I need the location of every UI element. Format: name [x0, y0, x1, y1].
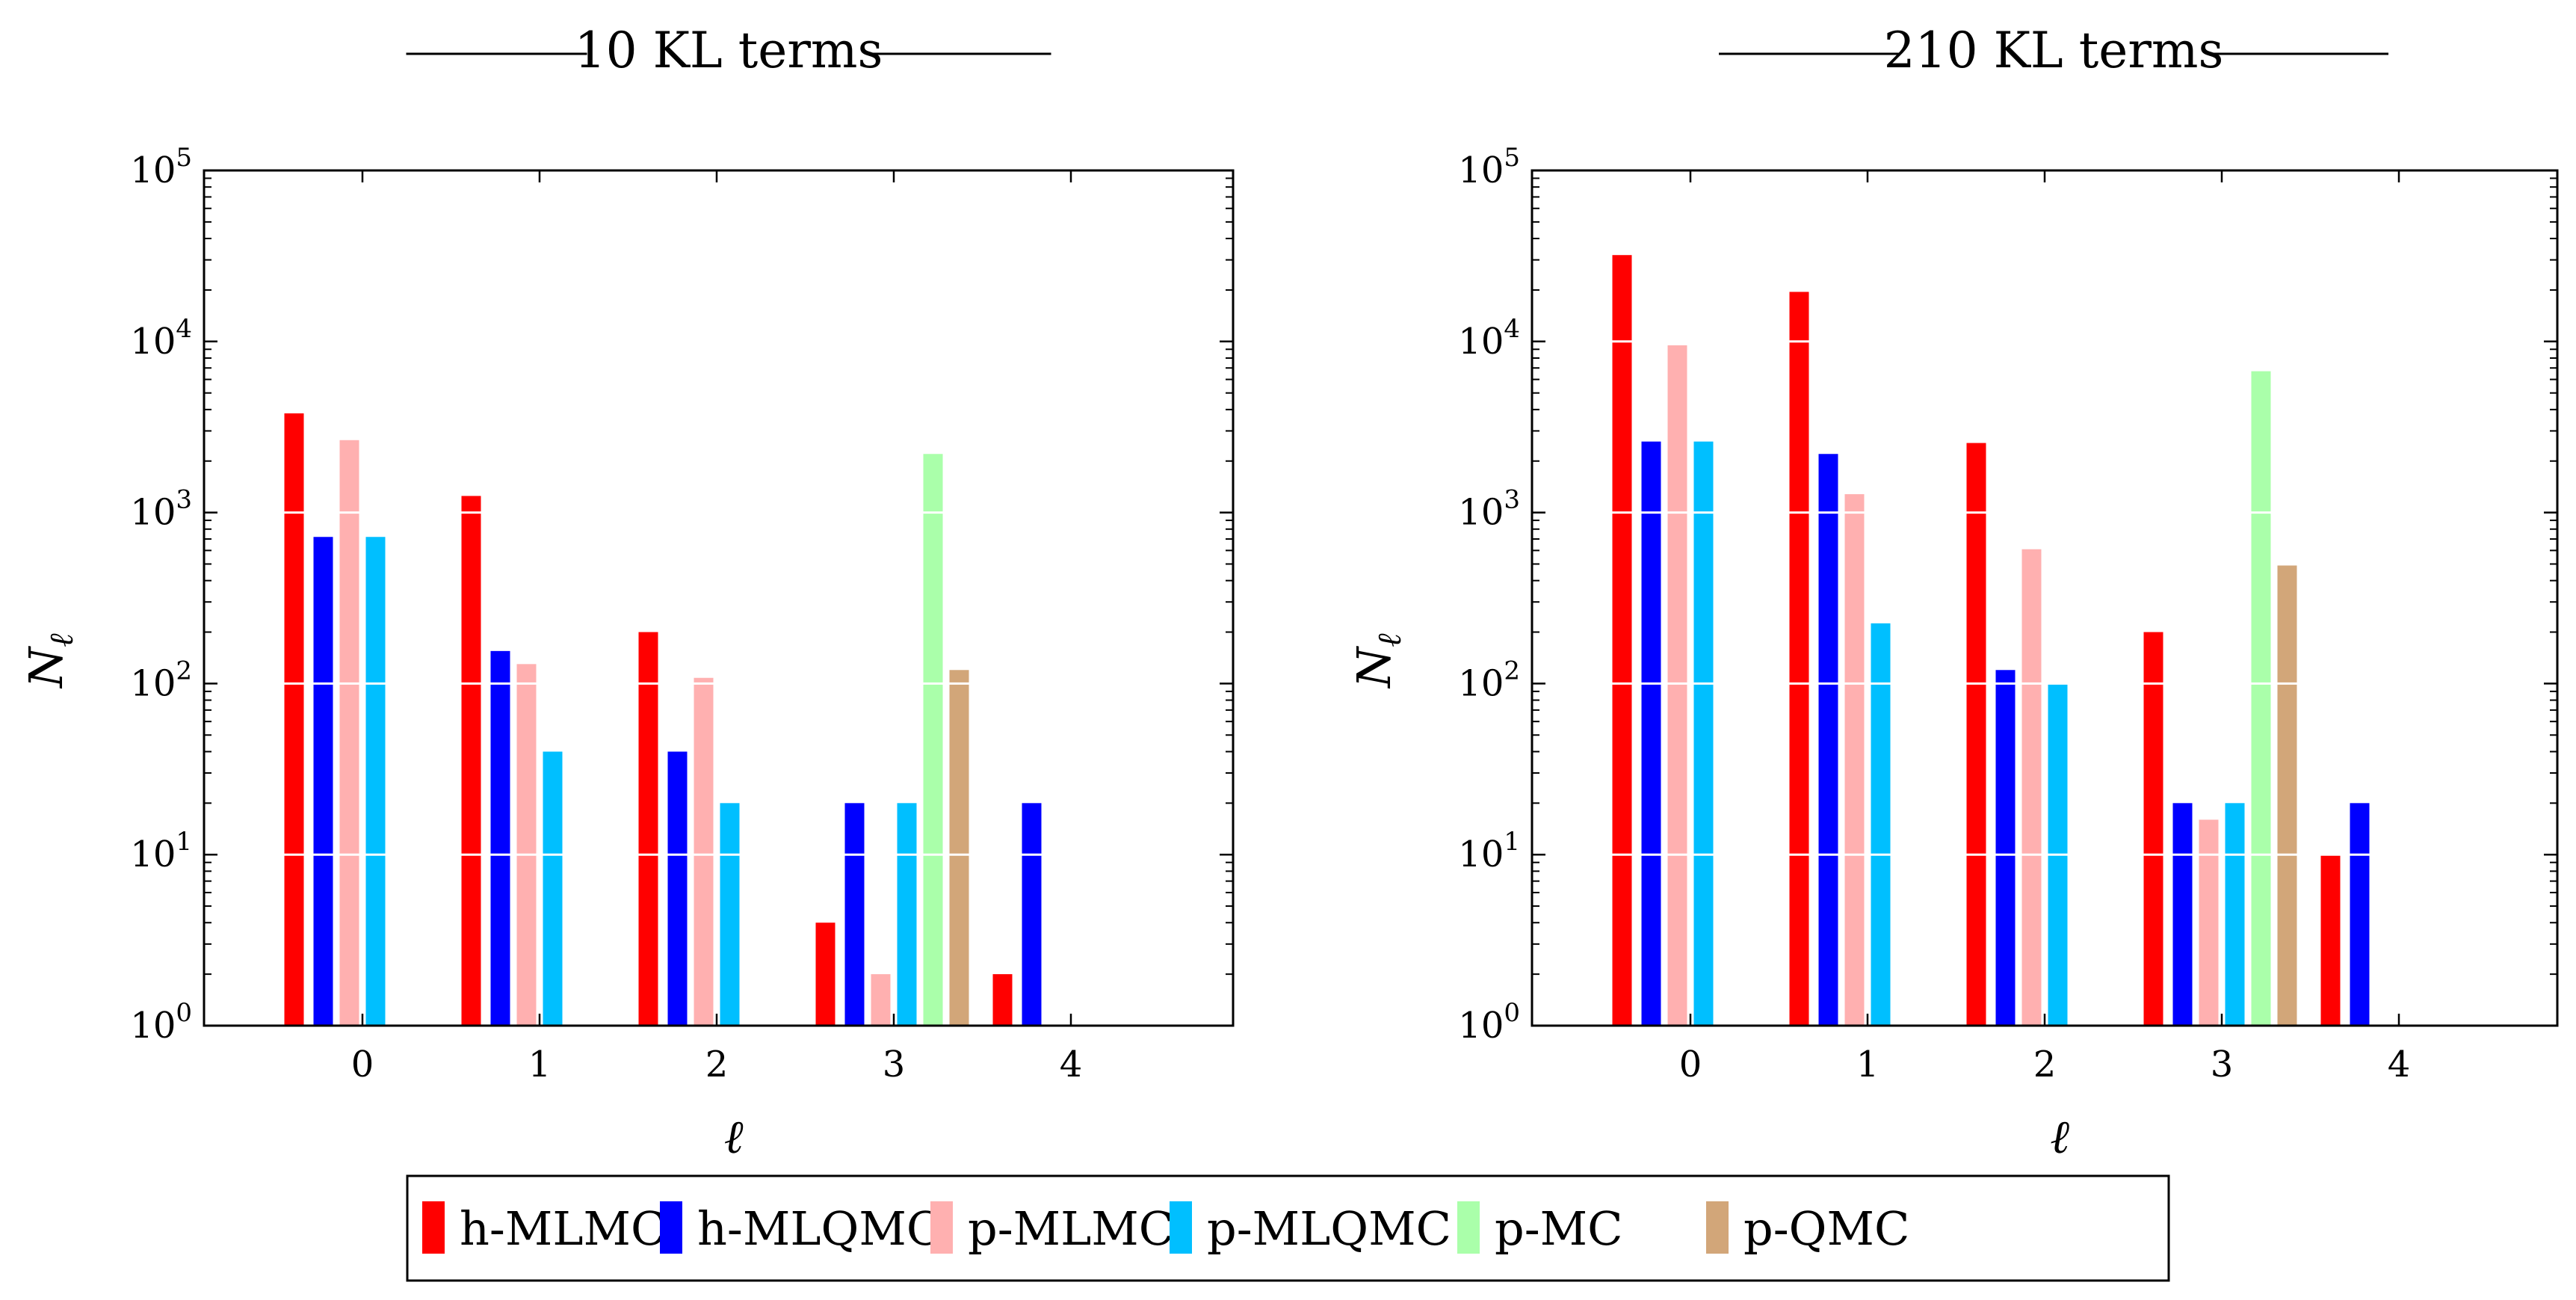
bar-p-qmc-level-3 [949, 670, 969, 1026]
y-tick-label: 101 [1458, 827, 1520, 875]
bar-h-mlmc-level-0 [1612, 255, 1632, 1026]
x-tick-label: 3 [883, 1044, 906, 1085]
y-tick-label: 103 [1458, 485, 1520, 534]
bar-h-mlmc-level-1 [1789, 292, 1809, 1026]
bar-p-qmc-level-3 [2277, 565, 2297, 1026]
legend: h-MLMC h-MLQMC p-MLMC p-MLQMC p-MC p-QMC [406, 1174, 2170, 1282]
legend-box [406, 1174, 2170, 1282]
bar-p-mlmc-level-1 [516, 664, 537, 1026]
legend-swatch-p-qmc [1706, 1201, 1729, 1254]
bar-p-mlqmc-level-1 [543, 751, 563, 1026]
bar-h-mlqmc-level-0 [313, 537, 333, 1026]
bar-p-mlqmc-level-1 [1871, 623, 1891, 1026]
x-tick-label: 2 [2033, 1044, 2057, 1085]
bar-h-mlqmc-level-3 [2172, 803, 2193, 1026]
x-tick-label: 4 [2388, 1044, 2411, 1085]
x-tick-label: 3 [2211, 1044, 2234, 1085]
x-tick-label: 0 [351, 1044, 374, 1085]
bar-h-mlmc-level-4 [2320, 854, 2341, 1026]
bar-p-mlmc-level-3 [871, 974, 891, 1026]
bar-h-mlmc-level-0 [284, 413, 304, 1026]
chart-panel-10-kl-terms: 10 KL terms 100 101 102 103 104 105 0 1 2 3 4 ℓ Nℓ [19, 22, 1235, 1164]
x-tick-label: 4 [1060, 1044, 1083, 1085]
y-tick-label: 101 [130, 827, 192, 875]
x-tick-label: 1 [1856, 1044, 1880, 1085]
bar-p-mlmc-level-2 [2021, 549, 2042, 1026]
x-tick-label: 1 [528, 1044, 552, 1085]
y-tick-label: 105 [130, 143, 192, 191]
bar-h-mlmc-level-3 [815, 922, 835, 1026]
bar-p-mlqmc-level-2 [720, 803, 740, 1026]
bar-h-mlqmc-level-4 [2350, 803, 2370, 1026]
legend-swatch-p-mlqmc [1170, 1201, 1192, 1254]
x-axis-label: ℓ [2050, 1109, 2069, 1164]
bar-p-mlmc-level-2 [694, 677, 714, 1026]
chart-title: 210 KL terms [1884, 22, 2224, 79]
y-tick-label: 102 [1458, 656, 1520, 704]
bar-p-mlqmc-level-3 [2225, 803, 2245, 1026]
y-tick-label: 104 [130, 314, 192, 363]
bar-h-mlqmc-level-3 [844, 803, 865, 1026]
legend-label-h-mlmc: h-MLMC [460, 1201, 666, 1256]
x-tick-label: 2 [705, 1044, 729, 1085]
bar-h-mlmc-level-2 [638, 632, 658, 1026]
bar-h-mlqmc-level-2 [667, 751, 688, 1026]
legend-label-p-mlmc: p-MLMC [968, 1201, 1174, 1256]
bar-h-mlmc-level-3 [2143, 632, 2163, 1026]
bar-h-mlmc-level-4 [992, 974, 1013, 1026]
bar-p-mlqmc-level-0 [365, 537, 386, 1026]
bar-p-mlmc-level-1 [1844, 494, 1865, 1026]
y-axis-label: Nℓ [19, 633, 81, 689]
y-tick-label: 102 [130, 656, 192, 704]
y-tick-label: 100 [130, 998, 192, 1047]
bar-h-mlmc-level-2 [1966, 443, 1986, 1026]
bar-p-mlqmc-level-3 [897, 803, 917, 1026]
bar-h-mlqmc-level-0 [1641, 441, 1661, 1026]
bar-h-mlmc-level-1 [461, 496, 481, 1026]
chart-panel-210-kl-terms: 210 KL terms 100 101 102 103 104 105 0 1 2 3 4 ℓ Nℓ [1347, 22, 2559, 1164]
bar-p-mlqmc-level-0 [1693, 441, 1714, 1026]
axes-frame [203, 169, 1235, 1027]
legend-swatch-p-mc [1457, 1201, 1480, 1254]
bar-h-mlqmc-level-2 [1995, 670, 2016, 1026]
y-tick-label: 104 [1458, 314, 1520, 363]
chart-title: 10 KL terms [575, 22, 883, 79]
bar-h-mlqmc-level-1 [1818, 454, 1838, 1026]
legend-label-p-mlqmc: p-MLQMC [1207, 1201, 1451, 1256]
y-tick-label: 100 [1458, 998, 1520, 1047]
bar-h-mlqmc-level-1 [490, 650, 510, 1026]
x-tick-label: 0 [1679, 1044, 1702, 1085]
y-tick-label: 103 [130, 485, 192, 534]
bar-h-mlqmc-level-4 [1022, 803, 1042, 1026]
legend-label-h-mlqmc: h-MLQMC [697, 1201, 942, 1256]
legend-swatch-h-mlmc [422, 1201, 445, 1254]
bar-p-mlmc-level-0 [1667, 345, 1687, 1026]
bar-p-mc-level-3 [2251, 371, 2271, 1026]
bar-p-mlmc-level-0 [339, 440, 359, 1026]
y-axis-label: Nℓ [1347, 633, 1409, 689]
bar-p-mlmc-level-3 [2199, 819, 2219, 1026]
y-tick-label: 105 [1458, 143, 1520, 191]
legend-swatch-h-mlqmc [660, 1201, 682, 1254]
bar-p-mc-level-3 [923, 454, 943, 1026]
legend-label-p-qmc: p-QMC [1743, 1201, 1909, 1256]
legend-swatch-p-mlmc [930, 1201, 953, 1254]
x-axis-label: ℓ [724, 1109, 744, 1164]
legend-label-p-mc: p-MC [1495, 1201, 1623, 1256]
